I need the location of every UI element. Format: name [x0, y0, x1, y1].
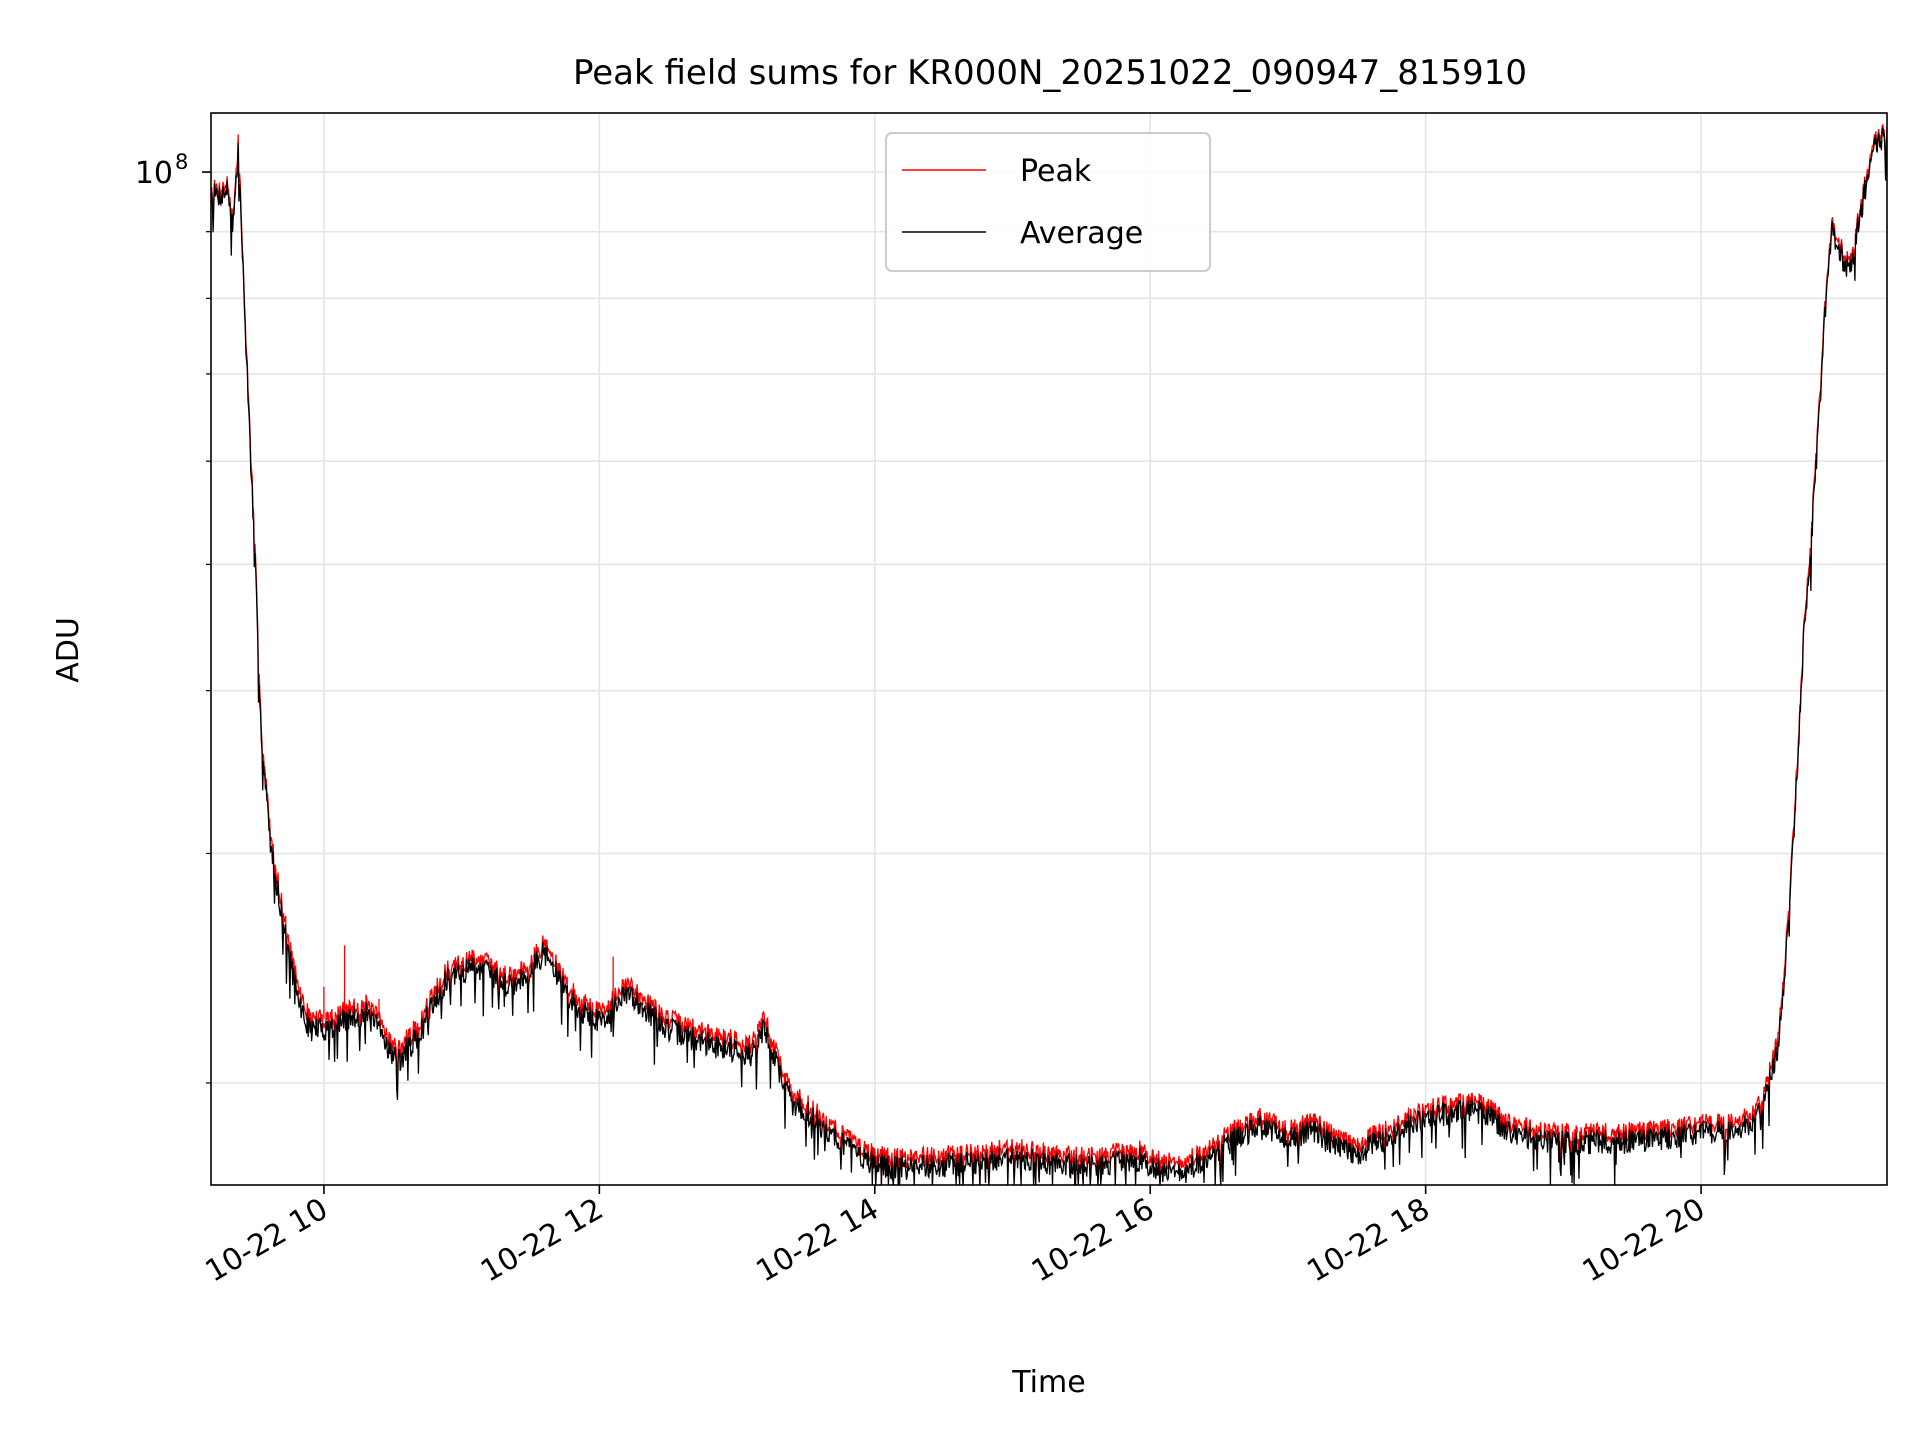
y-axis-label: ADU — [51, 617, 86, 683]
legend-label-peak: Peak — [1020, 154, 1092, 189]
legend-box — [885, 132, 1211, 272]
legend: Peak Average — [885, 132, 1211, 272]
x-axis-label: Time — [1011, 1365, 1085, 1400]
legend-label-average: Average — [1020, 216, 1143, 251]
series-line-average — [210, 126, 1888, 1186]
y-tick-label-exponent: 8 — [175, 150, 188, 174]
plot-frame — [210, 112, 1888, 1186]
series-layer — [210, 123, 1888, 1186]
y-tick-label-base: 10 — [135, 156, 173, 191]
chart-title: Peak field sums for KR000N_20251022_0909… — [573, 53, 1527, 93]
